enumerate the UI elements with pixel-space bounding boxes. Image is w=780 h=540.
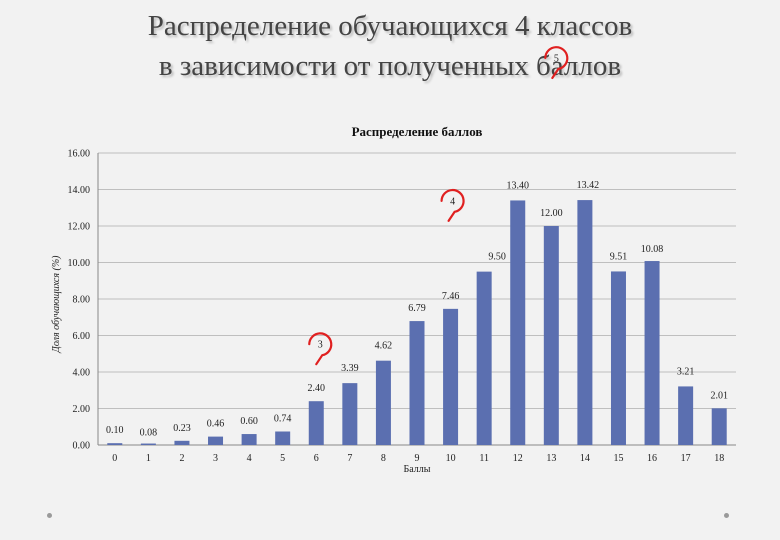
data-label-10: 7.46 [442,291,460,302]
bar-11 [476,271,492,445]
bar-9 [409,321,425,445]
data-label-8: 4.62 [375,341,393,352]
x-tick-label: 17 [681,453,691,464]
x-tick-label: 13 [546,453,556,464]
data-label-16: 10.08 [641,244,664,255]
data-label-15: 9.51 [610,251,628,262]
data-label-12: 13.40 [506,180,529,191]
slide-title-line-1: Распределение обучающихся 4 классов [147,10,633,42]
y-tick-label: 2.00 [73,404,91,415]
y-tick-label: 12.00 [68,222,91,233]
x-tick-label: 12 [513,453,523,464]
data-label-7: 3.39 [341,363,359,374]
annotation-marker-4 [440,188,465,222]
data-label-5: 0.74 [274,413,292,424]
x-axis-label: Баллы [404,464,431,475]
data-label-9: 6.79 [408,303,426,314]
bar-10 [443,308,459,445]
data-label-3: 0.46 [207,419,225,430]
data-label-13: 12.00 [540,208,563,219]
bar-6 [308,401,324,445]
corner-dot-right [724,513,729,518]
bar-0 [107,443,123,445]
bar-1 [140,443,156,445]
y-tick-label: 0.00 [73,441,91,452]
y-tick-label: 4.00 [73,368,91,379]
corner-dot-left [47,513,52,518]
data-label-14: 13.42 [577,180,600,191]
y-tick-label: 6.00 [73,331,91,342]
y-tick-label: 16.00 [68,149,91,160]
x-tick-label: 11 [479,453,489,464]
data-label-6: 2.40 [308,383,326,394]
x-tick-label: 2 [179,453,184,464]
data-label-2: 0.23 [173,423,191,434]
x-tick-label: 3 [213,453,218,464]
bar-18 [711,408,727,445]
data-label-0: 0.10 [106,425,124,436]
bar-3 [208,436,224,445]
bar-16 [644,261,660,445]
x-tick-label: 1 [146,453,151,464]
x-tick-label: 7 [347,453,352,464]
annotation-marker-5 [544,46,569,80]
bar-5 [275,431,291,445]
bar-17 [678,386,694,445]
bar-4 [241,434,257,445]
x-tick-label: 8 [381,453,386,464]
annotation-label-3: 3 [318,340,323,351]
bar-13 [543,226,559,445]
data-label-18: 2.01 [710,390,728,401]
annotation-marker-3 [308,332,333,366]
bar-2 [174,440,190,445]
data-label-11: 9.50 [488,252,506,263]
annotation-label-4: 4 [450,196,455,207]
bar-7 [342,383,358,445]
bar-12 [510,200,526,445]
bar-15 [610,271,626,445]
bar-14 [577,200,593,445]
data-label-4: 0.60 [240,416,258,427]
data-label-17: 3.21 [677,366,695,377]
chart-title: Распределение баллов [352,124,483,139]
x-tick-label: 9 [415,453,420,464]
y-axis-label: Доля обучающихся (%) [51,255,62,354]
x-tick-label: 6 [314,453,319,464]
x-tick-label: 15 [613,453,623,464]
slide-title: Распределение обучающихся 4 классов в за… [0,6,780,86]
x-tick-label: 14 [580,453,590,464]
data-label-1: 0.08 [140,428,158,439]
y-tick-label: 8.00 [73,295,91,306]
x-tick-label: 10 [446,453,456,464]
annotation-label-5: 5 [554,54,559,65]
y-tick-label: 10.00 [68,258,91,269]
x-tick-label: 18 [714,453,724,464]
slide-title-line-2: в зависимости от полученных баллов [158,50,622,82]
x-tick-label: 0 [112,453,117,464]
x-tick-label: 4 [247,453,252,464]
x-tick-label: 16 [647,453,657,464]
y-tick-label: 14.00 [68,185,91,196]
x-tick-label: 5 [280,453,285,464]
bar-8 [375,360,391,445]
